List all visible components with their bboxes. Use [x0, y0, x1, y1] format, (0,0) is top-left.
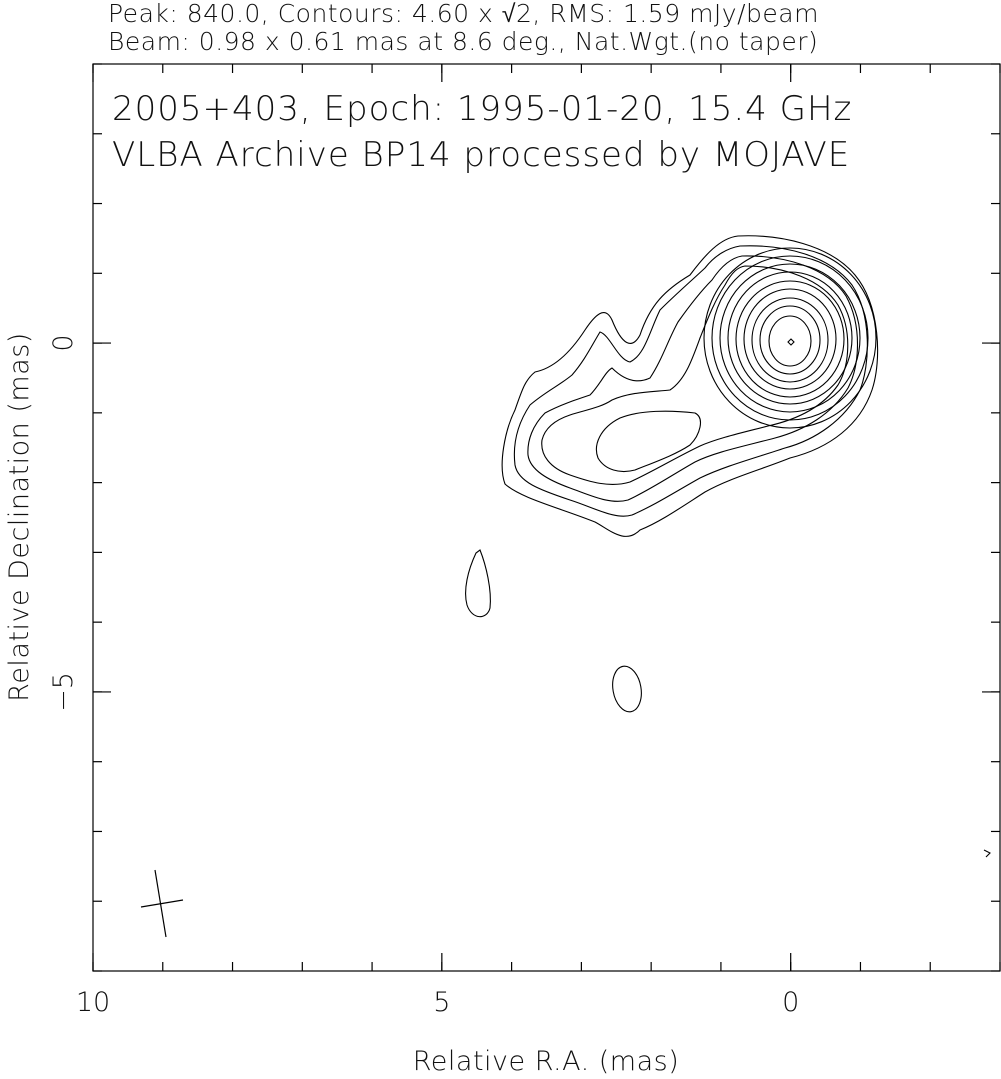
contour: [727, 271, 853, 405]
x-tick-label: 10: [76, 987, 110, 1018]
contour: [595, 410, 701, 473]
contour: [711, 255, 869, 421]
contour: [703, 247, 877, 429]
contour: [735, 280, 845, 398]
y-axis-label: Relative Declination (mas): [4, 332, 35, 702]
beam-minor: [140, 899, 184, 908]
contour: [541, 265, 849, 485]
contour: [787, 338, 795, 346]
x-tick-label: 0: [782, 987, 799, 1018]
header-line: Beam: 0.98 x 0.61 mas at 8.6 deg., Nat.W…: [108, 27, 818, 56]
contour: [501, 235, 879, 537]
x-tick-label: 5: [433, 987, 450, 1018]
contour: [751, 297, 829, 383]
contours: [465, 235, 991, 858]
contour: [983, 849, 991, 858]
plot-frame: [92, 63, 1001, 972]
chart-title: 2005+403, Epoch: 1995-01-20, 15.4 GHz: [112, 89, 852, 129]
beam: [140, 869, 184, 938]
contour: [768, 315, 812, 367]
chart-subtitle: VLBA Archive BP14 processed by MOJAVE: [112, 135, 850, 175]
contour: [612, 665, 642, 713]
contour: [759, 305, 821, 375]
header-line: Peak: 840.0, Contours: 4.60 x √2, RMS: 1…: [108, 0, 819, 28]
y-tick-label: 0: [48, 334, 79, 351]
contour: [465, 549, 491, 618]
y-tick-label: −5: [48, 672, 79, 712]
contour: [743, 288, 837, 390]
contour: [527, 255, 859, 502]
contour: [719, 263, 861, 413]
x-axis-label: Relative R.A. (mas): [413, 1046, 680, 1077]
